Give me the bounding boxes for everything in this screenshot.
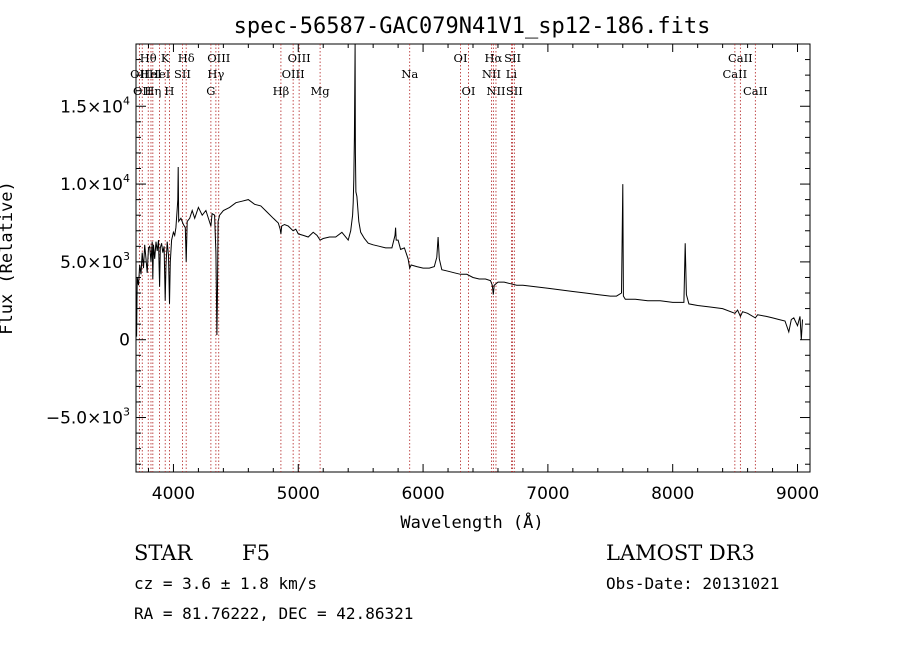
- spectral-line-label: OI: [454, 51, 468, 65]
- spectral-line-label: OII: [133, 84, 152, 98]
- y-axis-label: Flux (Relative): [0, 181, 17, 335]
- coords-text: RA = 81.76222, DEC = 42.86321: [134, 604, 413, 623]
- x-tick-label: 8000: [651, 484, 694, 504]
- x-tick-label: 7000: [526, 484, 569, 504]
- spectral-line-label: SII: [174, 67, 191, 81]
- spectral-line-label: Hδ: [178, 51, 195, 65]
- spectral-line-label: CaII: [743, 84, 768, 98]
- survey-name: LAMOST DR3: [606, 541, 755, 565]
- spectral-line-label: Hθ: [140, 51, 157, 65]
- spectral-line-label: Hη: [144, 84, 161, 98]
- y-tick-label: 0: [119, 331, 130, 351]
- spectral-line-labels: OIIOIIHθHeIHηHeIKHSIIHδGHγOIIIHβOIIIOIII…: [130, 51, 768, 98]
- spectral-line-label: K: [161, 51, 170, 65]
- spectral-line-label: G: [206, 84, 215, 98]
- x-tick-label: 5000: [277, 484, 320, 504]
- x-tick-label: 4000: [152, 484, 195, 504]
- obs-date-text: Obs-Date: 20131021: [606, 574, 779, 593]
- spectral-line-label: Na: [401, 67, 418, 81]
- spectral-line-label: Mg: [311, 84, 331, 98]
- chart-title: spec-56587-GAC079N41V1_sp12-186.fits: [234, 14, 711, 39]
- y-tick-label: −5.0×103: [46, 406, 130, 429]
- spectrum-line: [135, 43, 803, 340]
- plot-area: OIIOIIHθHeIHηHeIKHSIIHδGHγOIIIHβOIIIOIII…: [46, 43, 819, 504]
- x-axis-ticks: 4000 5000 6000 7000 8000 9000: [147, 44, 819, 504]
- spectral-line-label: Hβ: [273, 84, 290, 98]
- object-subclass: F5: [242, 541, 270, 565]
- spectral-line-label: HeI: [149, 67, 170, 81]
- spectral-line-label: OI: [462, 84, 476, 98]
- spectral-line-label: OIII: [288, 51, 311, 65]
- spectral-line-markers: [138, 44, 756, 472]
- spectral-line-label: SII: [504, 51, 521, 65]
- y-tick-label: 1.5×104: [60, 94, 130, 117]
- object-class: STAR: [134, 541, 193, 565]
- y-axis-ticks: −5.0×103 0 5.0×103 1.0×104 1.5×104: [46, 43, 810, 465]
- redshift-text: cz = 3.6 ± 1.8 km/s: [134, 574, 317, 593]
- spectral-line-label: CaII: [722, 67, 747, 81]
- spectral-line-label: OII: [130, 67, 149, 81]
- spectral-line-label: OIII: [282, 67, 305, 81]
- spectral-line-label: Hα: [484, 51, 502, 65]
- spectral-line-label: OIII: [207, 51, 230, 65]
- info-panel: STAR F5 LAMOST DR3 cz = 3.6 ± 1.8 km/s O…: [134, 541, 779, 623]
- x-tick-label: 9000: [776, 484, 819, 504]
- y-tick-label: 1.0×104: [60, 172, 130, 195]
- spectral-line-label: Li: [506, 67, 518, 81]
- spectral-line-label: NII: [486, 84, 505, 98]
- spectral-line-label: HeI: [140, 67, 161, 81]
- spectral-line-label: H: [164, 84, 174, 98]
- y-tick-label: 5.0×103: [60, 250, 130, 273]
- spectral-line-label: CaII: [728, 51, 753, 65]
- spectral-line-label: SII: [506, 84, 523, 98]
- x-tick-label: 6000: [401, 484, 444, 504]
- x-axis-label: Wavelength (Å): [400, 511, 543, 533]
- spectral-line-label: NII: [482, 67, 501, 81]
- spectral-line-label: Hγ: [207, 67, 224, 81]
- plot-frame: [135, 43, 811, 473]
